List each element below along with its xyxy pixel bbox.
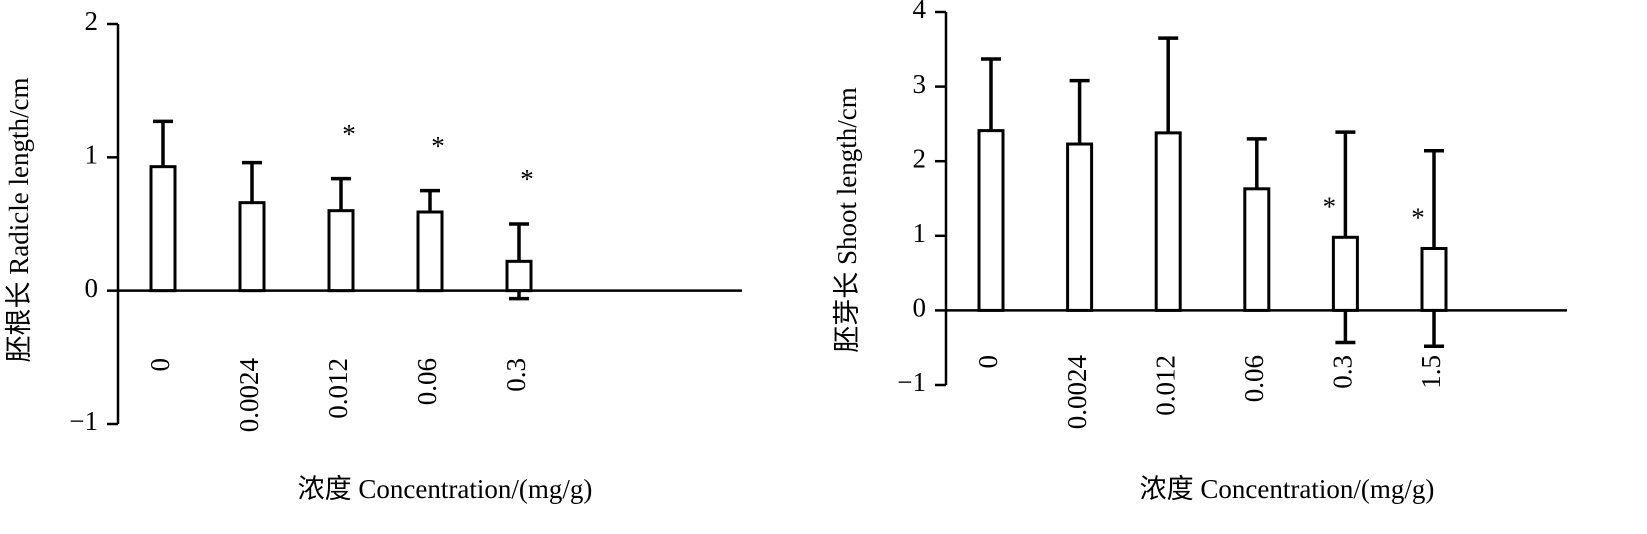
x-tick-label: 0.06 <box>412 358 442 405</box>
y-tick-label: −1 <box>69 406 98 436</box>
x-tick-label: 0.0024 <box>234 358 264 433</box>
bar <box>1066 142 1094 312</box>
y-tick-label: 1 <box>85 140 99 170</box>
bar <box>416 210 444 293</box>
x-tick-label: 0 <box>145 358 175 372</box>
y-axis-label: 胚根长 Radicle length/cm <box>4 78 34 363</box>
y-tick-label: 1 <box>913 218 927 248</box>
bar <box>977 129 1005 312</box>
significance-marker: * <box>431 131 445 161</box>
y-tick-label: 2 <box>913 143 927 173</box>
y-tick-label: 4 <box>913 0 927 24</box>
x-tick-label: 0.06 <box>1239 355 1269 402</box>
bar <box>149 165 177 293</box>
bar <box>238 201 266 293</box>
bar <box>1420 246 1448 312</box>
x-tick-label: 0.0024 <box>1062 355 1092 430</box>
x-tick-label: 0.012 <box>323 358 353 419</box>
y-tick-label: 3 <box>913 69 927 99</box>
bar <box>327 209 355 293</box>
significance-marker: * <box>1411 203 1425 233</box>
y-tick-label: −1 <box>897 367 926 397</box>
bar <box>1154 131 1182 312</box>
x-tick-label: 0.012 <box>1150 355 1180 416</box>
x-tick-label: 1.5 <box>1416 355 1446 389</box>
significance-marker: * <box>520 164 534 194</box>
x-axis-label: 浓度 Concentration/(mg/g) <box>1140 474 1435 504</box>
bar <box>1243 187 1271 312</box>
bar <box>1331 235 1359 312</box>
x-tick-label: 0.3 <box>1328 355 1358 389</box>
x-tick-label: 0.3 <box>501 358 531 392</box>
bar <box>505 259 533 293</box>
significance-marker: * <box>342 119 356 149</box>
y-tick-label: 0 <box>85 273 99 303</box>
x-axis-label: 浓度 Concentration/(mg/g) <box>298 474 593 504</box>
significance-marker: * <box>1323 191 1337 221</box>
x-tick-label: 0 <box>973 355 1003 369</box>
y-axis-label: 胚芽长 Shoot length/cm <box>832 87 862 353</box>
y-tick-label: 2 <box>85 6 99 36</box>
y-tick-label: 0 <box>913 293 927 323</box>
